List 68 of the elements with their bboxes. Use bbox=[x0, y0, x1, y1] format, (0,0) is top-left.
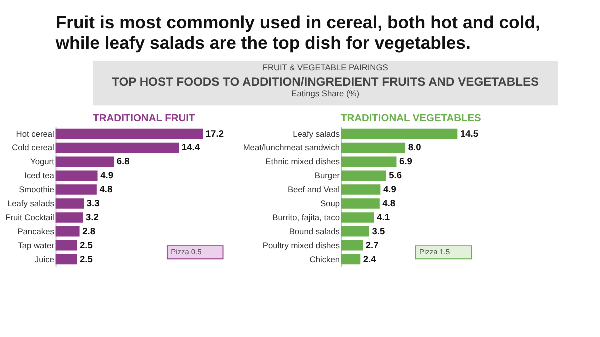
bar bbox=[56, 128, 204, 140]
data-label: 6.8 bbox=[116, 156, 130, 167]
y-tick-label: Yogurt bbox=[30, 156, 56, 167]
y-tick-label: Juice bbox=[34, 254, 55, 264]
annotation: Pizza 0.5 bbox=[171, 247, 202, 256]
data-label: 2.5 bbox=[80, 240, 93, 250]
y-tick-label: Leafy salads bbox=[7, 198, 54, 209]
bar bbox=[56, 254, 78, 265]
text: Eatings Share (%) bbox=[292, 88, 360, 98]
annotation: Pizza 1.5 bbox=[420, 247, 450, 256]
bar bbox=[341, 170, 386, 181]
y-tick-label: Poultry mixed dishes bbox=[262, 240, 340, 250]
y-tick-label: Burger bbox=[314, 170, 340, 181]
y-tick-label: Hot cereal bbox=[16, 128, 55, 139]
chart-title: TRADITIONAL FRUIT bbox=[93, 113, 196, 124]
data-label: 8.0 bbox=[408, 142, 422, 153]
data-label: 3.5 bbox=[372, 226, 386, 236]
bar bbox=[341, 198, 380, 209]
bar bbox=[56, 156, 114, 168]
y-tick-label: Leafy salads bbox=[293, 128, 340, 139]
y-tick-label: Cold cereal bbox=[12, 142, 55, 153]
data-label: 2.4 bbox=[363, 254, 378, 264]
text: FRUIT & VEGETABLE PAIRINGS bbox=[262, 62, 389, 72]
text: Fruit is most commonly used in cereal, both hot and cold, while leafy salads are the top dish for vegetables. bbox=[54, 12, 540, 53]
data-label: 3.2 bbox=[86, 212, 99, 222]
data-label: 4.9 bbox=[383, 184, 396, 195]
chart-title: TRADITIONAL VEGETABLES bbox=[340, 113, 482, 124]
bar bbox=[341, 184, 381, 195]
y-tick-label: Smoothie bbox=[19, 184, 55, 195]
bar bbox=[341, 240, 364, 251]
bar bbox=[56, 142, 180, 154]
y-tick-label: Bound salads bbox=[289, 226, 340, 236]
bar bbox=[56, 240, 78, 251]
text: TOP HOST FOODS TO ADDITION/INGREDIENT FRUITS AND VEGETABLES bbox=[112, 75, 540, 90]
data-label: 4.8 bbox=[100, 184, 113, 195]
data-label: 2.7 bbox=[366, 240, 379, 250]
y-tick-label: Beef and Veal bbox=[288, 184, 340, 195]
bar bbox=[341, 254, 361, 265]
data-label: 14.4 bbox=[182, 142, 201, 153]
y-tick-label: Iced tea bbox=[24, 170, 55, 181]
bar bbox=[56, 212, 84, 223]
bar bbox=[56, 198, 84, 209]
data-label: 2.8 bbox=[82, 226, 96, 236]
bar bbox=[341, 142, 406, 154]
data-label: 6.9 bbox=[400, 156, 412, 167]
y-tick-label: Tap water bbox=[18, 240, 55, 250]
data-label: 17.2 bbox=[206, 128, 224, 139]
bar bbox=[341, 128, 458, 140]
data-label: 4.8 bbox=[382, 198, 396, 209]
bar bbox=[341, 156, 397, 168]
bar bbox=[341, 226, 370, 237]
data-label: 14.5 bbox=[460, 128, 479, 139]
bar bbox=[341, 212, 374, 223]
data-label: 4.9 bbox=[100, 170, 114, 181]
y-tick-label: Soup bbox=[320, 198, 340, 209]
data-label: 2.5 bbox=[80, 254, 93, 264]
y-tick-label: Pancakes bbox=[18, 226, 54, 236]
y-tick-label: Meat/lunchmeat sandwich bbox=[243, 142, 340, 153]
data-label: 5.6 bbox=[389, 170, 402, 181]
bar bbox=[56, 226, 80, 237]
bar bbox=[56, 170, 98, 181]
data-label: 4.1 bbox=[377, 212, 390, 222]
y-tick-label: Burrito, fajita, taco bbox=[272, 212, 340, 222]
y-tick-label: Ethnic mixed dishes bbox=[266, 156, 340, 167]
data-label: 3.3 bbox=[86, 198, 100, 209]
y-tick-label: Chicken bbox=[310, 254, 340, 264]
bar bbox=[56, 184, 97, 195]
y-tick-label: Fruit Cocktail bbox=[6, 212, 55, 222]
